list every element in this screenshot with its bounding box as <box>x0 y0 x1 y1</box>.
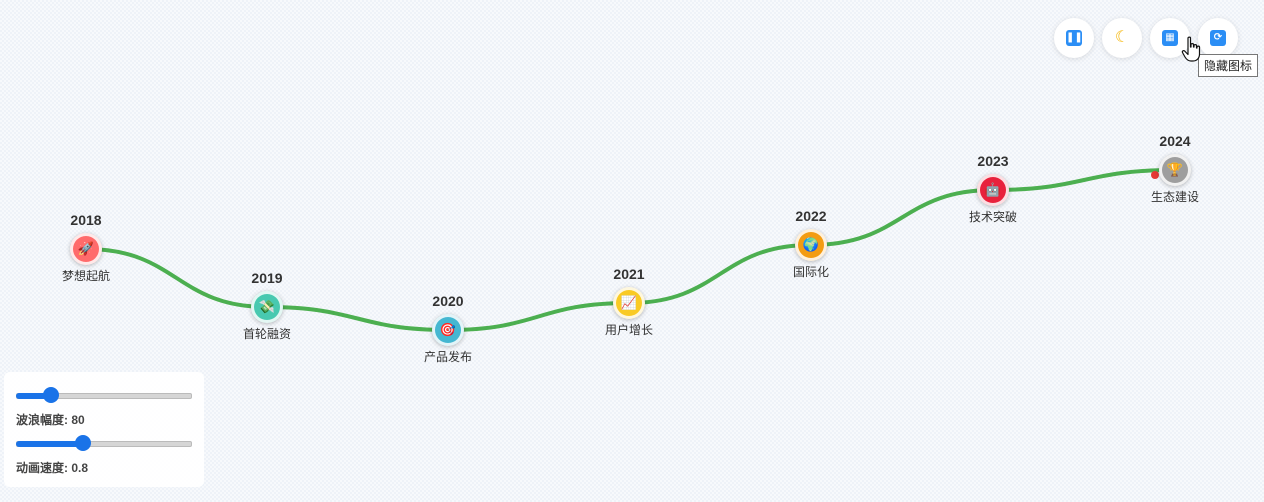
node-year: 2022 <box>795 208 827 224</box>
speed-slider-thumb[interactable] <box>75 435 91 451</box>
node-year: 2020 <box>432 293 464 309</box>
wave-tip-dot <box>1151 171 1159 179</box>
amplitude-label: 波浪幅度: 80 <box>16 413 85 427</box>
speed-slider[interactable] <box>16 434 192 452</box>
node-year: 2023 <box>977 153 1009 169</box>
timeline-node[interactable]: 2021 📈 用户增长 <box>569 265 689 338</box>
timeline-node[interactable]: 2018 🚀 梦想起航 <box>26 211 146 284</box>
amplitude-slider[interactable] <box>16 386 192 404</box>
node-label: 技术突破 <box>968 210 1017 224</box>
timeline-node[interactable]: 2022 🌍 国际化 <box>751 207 871 280</box>
node-year: 2021 <box>613 266 645 282</box>
node-year: 2019 <box>251 270 283 286</box>
node-label: 国际化 <box>792 265 829 279</box>
moon-icon: ☾ <box>1114 29 1130 46</box>
pause-button[interactable]: ❚❚ <box>1054 18 1094 58</box>
refresh-icon: ⟳ <box>1210 30 1226 46</box>
node-label: 生态建设 <box>1150 190 1199 204</box>
node-label: 梦想起航 <box>61 269 110 283</box>
grid-icon: ▦ <box>1162 30 1178 46</box>
hand-cursor-icon <box>1181 36 1201 62</box>
node-label: 首轮融资 <box>242 327 291 341</box>
timeline-node[interactable]: 2020 🎯 产品发布 <box>388 292 508 365</box>
timeline-node[interactable]: 2019 💸 首轮融资 <box>207 269 327 342</box>
timeline-node[interactable]: 2024 🏆 生态建设 <box>1115 132 1235 205</box>
chart-up-icon[interactable]: 📈 <box>613 287 645 319</box>
target-icon[interactable]: 🎯 <box>432 314 464 346</box>
rocket-icon[interactable]: 🚀 <box>70 233 102 265</box>
theme-toggle-button[interactable]: ☾ <box>1102 18 1142 58</box>
globe-icon[interactable]: 🌍 <box>795 229 827 261</box>
node-label: 用户增长 <box>604 323 653 337</box>
node-year: 2024 <box>1159 133 1191 149</box>
speed-label: 动画速度: 0.8 <box>16 461 89 475</box>
settings-panel: 波浪幅度: 80 动画速度: 0.8 <box>4 372 204 487</box>
amplitude-slider-thumb[interactable] <box>43 387 59 403</box>
robot-icon[interactable]: 🤖 <box>977 174 1009 206</box>
reset-button[interactable]: ⟳ <box>1198 18 1238 58</box>
trophy-icon[interactable]: 🏆 <box>1159 154 1191 186</box>
pause-icon: ❚❚ <box>1066 30 1083 46</box>
toggle-icons-tooltip: 隐藏图标 <box>1197 54 1258 77</box>
node-label: 产品发布 <box>423 350 472 364</box>
node-year: 2018 <box>70 212 102 228</box>
timeline-node[interactable]: 2023 🤖 技术突破 <box>933 152 1053 225</box>
control-bar: ❚❚ ☾ ▦ ⟳ <box>1044 18 1264 62</box>
money-icon[interactable]: 💸 <box>251 291 283 323</box>
